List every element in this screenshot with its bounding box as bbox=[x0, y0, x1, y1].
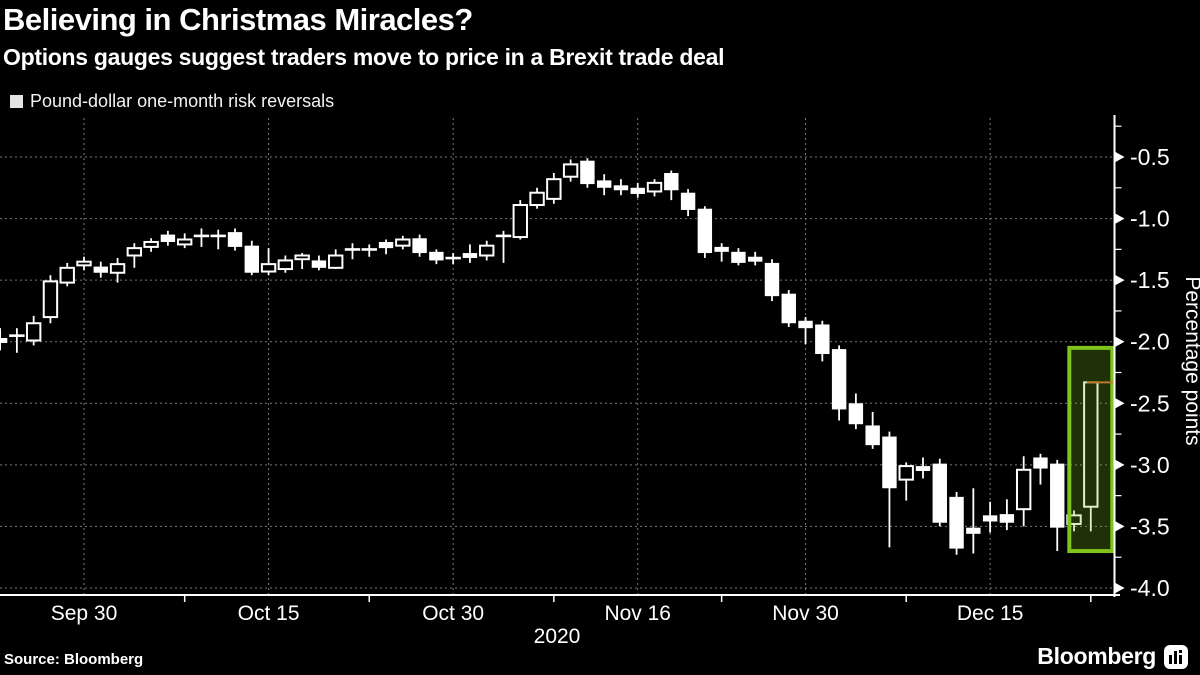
candle bbox=[580, 158, 595, 188]
candle bbox=[445, 253, 461, 265]
candle bbox=[831, 345, 847, 421]
candle bbox=[59, 262, 75, 287]
svg-text:-3.0: -3.0 bbox=[1130, 452, 1170, 478]
svg-text:-3.5: -3.5 bbox=[1130, 513, 1170, 539]
candle bbox=[210, 229, 226, 250]
candle bbox=[76, 256, 92, 271]
svg-text:Nov 30: Nov 30 bbox=[772, 602, 839, 625]
axes bbox=[0, 115, 1120, 597]
page-subtitle: Options gauges suggest traders move to p… bbox=[3, 44, 725, 70]
legend: Pound-dollar one-month risk reversals bbox=[10, 91, 334, 112]
candle bbox=[462, 244, 478, 263]
x-axis-ticks-labels: Sep 30 Oct 15 Oct 30 Nov 16 Nov 30 Dec 15 2020 bbox=[51, 595, 1092, 648]
candle bbox=[25, 315, 42, 346]
candle bbox=[176, 233, 193, 249]
svg-text:Oct 15: Oct 15 bbox=[238, 602, 300, 625]
candle bbox=[1050, 459, 1065, 552]
candle bbox=[646, 179, 663, 197]
candle bbox=[1033, 453, 1048, 485]
candle bbox=[395, 235, 411, 250]
candle bbox=[882, 431, 897, 548]
candle bbox=[714, 243, 729, 262]
candle bbox=[429, 249, 444, 265]
candle bbox=[495, 230, 512, 263]
highlight-box bbox=[1067, 345, 1115, 554]
svg-text:Sep 30: Sep 30 bbox=[51, 602, 118, 625]
candle bbox=[764, 259, 780, 302]
svg-text:Oct 30: Oct 30 bbox=[422, 602, 484, 625]
candle bbox=[697, 206, 713, 258]
candle bbox=[143, 238, 159, 252]
candle bbox=[93, 261, 108, 278]
candle bbox=[109, 257, 126, 283]
y-axis-title: Percentage points bbox=[1181, 276, 1200, 445]
candle bbox=[664, 170, 679, 201]
candle bbox=[613, 179, 629, 196]
candle bbox=[193, 228, 210, 247]
candle bbox=[0, 328, 8, 351]
candle bbox=[798, 317, 813, 345]
svg-text:-4.0: -4.0 bbox=[1130, 575, 1170, 601]
candle bbox=[781, 289, 796, 327]
brand-logo-text: Bloomberg bbox=[1037, 643, 1156, 669]
candle bbox=[42, 275, 59, 324]
candle bbox=[277, 255, 294, 273]
svg-text:-0.5: -0.5 bbox=[1130, 144, 1170, 170]
legend-label: Pound-dollar one-month risk reversals bbox=[30, 91, 335, 111]
candle bbox=[1015, 456, 1032, 527]
bloomberg-terminal-icon bbox=[1164, 644, 1188, 669]
candle bbox=[227, 228, 243, 251]
candle bbox=[680, 189, 696, 217]
candle bbox=[126, 243, 143, 268]
candle bbox=[378, 239, 394, 255]
svg-text:-2.0: -2.0 bbox=[1130, 329, 1170, 355]
candle bbox=[748, 251, 763, 266]
candle bbox=[949, 491, 964, 555]
candle bbox=[865, 411, 880, 449]
candle bbox=[915, 457, 931, 479]
candle bbox=[260, 248, 277, 276]
candle bbox=[848, 393, 864, 430]
candle bbox=[160, 230, 176, 246]
candle bbox=[966, 488, 981, 554]
svg-text:-1.0: -1.0 bbox=[1130, 206, 1170, 232]
candle-series bbox=[0, 158, 1099, 555]
candle bbox=[244, 240, 259, 276]
svg-text:Dec 15: Dec 15 bbox=[957, 602, 1024, 625]
candle bbox=[479, 240, 495, 261]
candle bbox=[932, 458, 947, 527]
y-gridlines bbox=[0, 156, 1115, 589]
candle bbox=[9, 328, 25, 353]
source-note: Source: Bloomberg bbox=[4, 651, 144, 668]
svg-text:Nov 16: Nov 16 bbox=[604, 602, 671, 625]
candle bbox=[562, 159, 579, 182]
candle bbox=[344, 243, 361, 260]
page-title: Believing in Christmas Miracles? bbox=[3, 2, 473, 37]
y-axis-ticks-labels: -0.5 -1.0 -1.5 -2.0 -2.5 -3.0 -3.5 -4.0 Percenta… bbox=[1114, 125, 1200, 601]
svg-text:-1.5: -1.5 bbox=[1130, 267, 1170, 293]
candle bbox=[294, 253, 310, 270]
candle bbox=[815, 320, 830, 362]
candle bbox=[982, 501, 998, 533]
svg-text:-2.5: -2.5 bbox=[1130, 390, 1170, 416]
candle bbox=[898, 462, 914, 501]
candle bbox=[630, 182, 645, 198]
candle bbox=[529, 187, 545, 209]
candle bbox=[328, 249, 344, 270]
candle bbox=[731, 248, 746, 266]
candle bbox=[311, 255, 327, 271]
candle bbox=[999, 499, 1015, 531]
candle bbox=[361, 244, 377, 257]
candle bbox=[596, 174, 612, 196]
candle bbox=[412, 234, 427, 257]
candle bbox=[546, 173, 562, 204]
candle bbox=[512, 200, 528, 240]
brand-logo: Bloomberg bbox=[1037, 643, 1188, 670]
x-axis-year-label: 2020 bbox=[534, 625, 581, 648]
legend-swatch-icon bbox=[10, 95, 23, 108]
